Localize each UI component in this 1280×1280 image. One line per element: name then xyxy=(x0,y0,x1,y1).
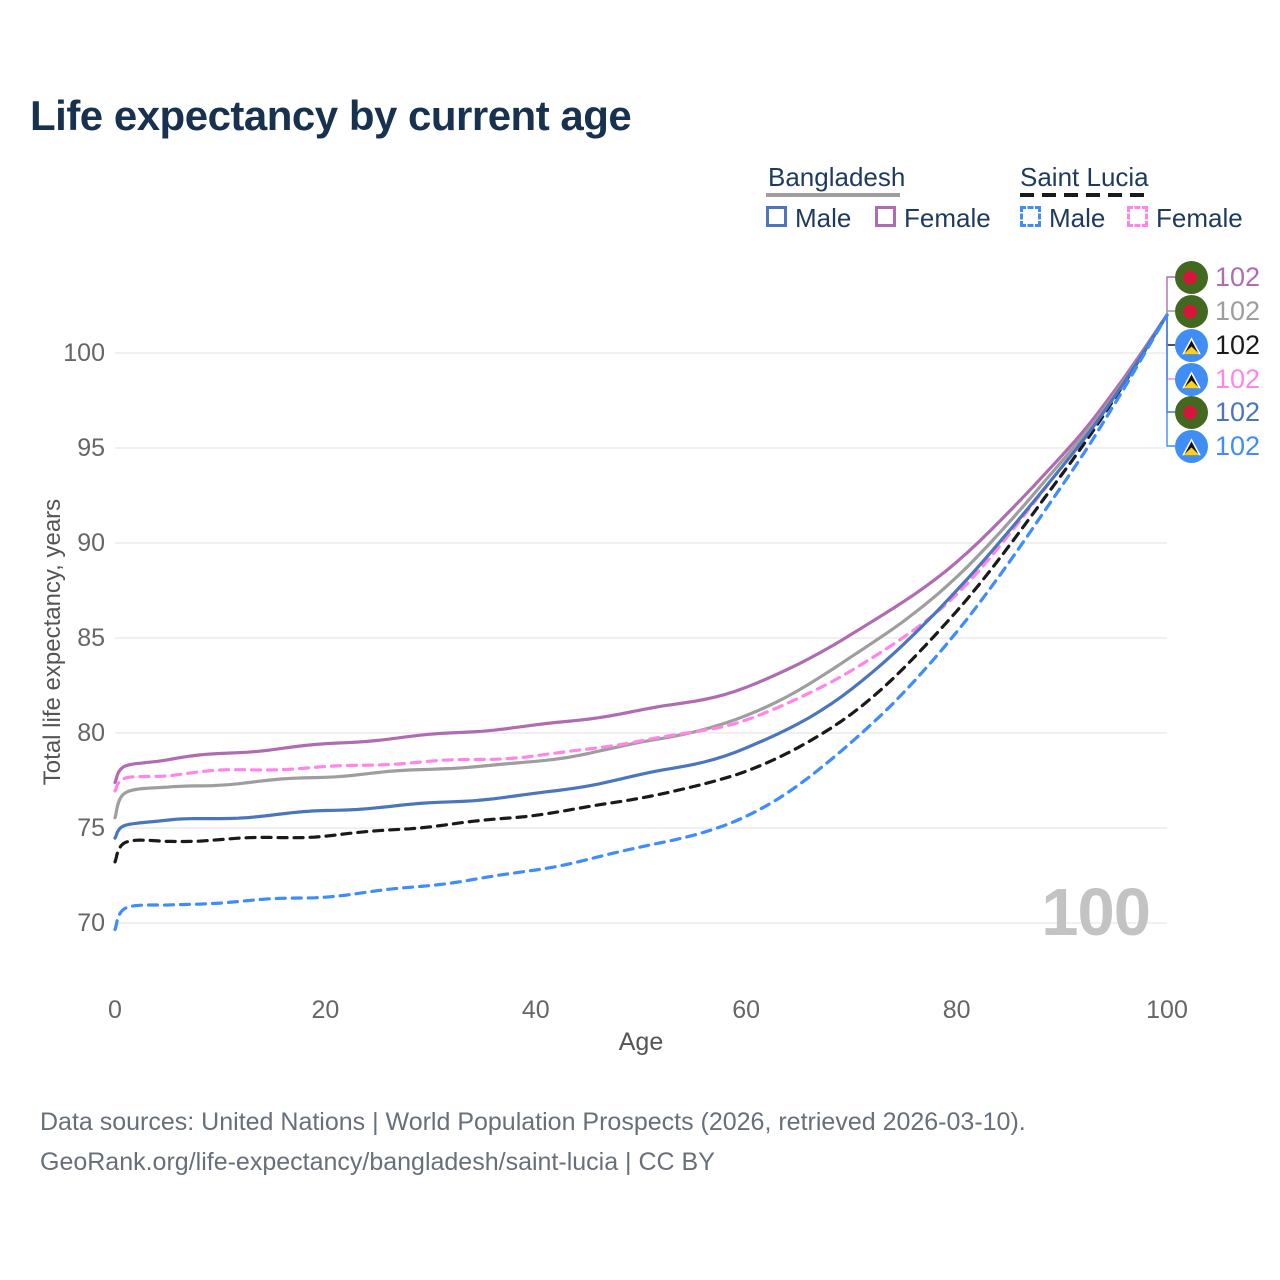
bangladesh-flag-icon xyxy=(1175,295,1208,328)
x-tick-label-40: 40 xyxy=(521,996,550,1024)
end-label-row-bangladesh-both-sexes: 102 xyxy=(1175,295,1260,328)
y-tick-label-95: 95 xyxy=(77,434,105,462)
legend-swatch-bangladesh-male[interactable] xyxy=(766,206,787,227)
end-label-leader-5 xyxy=(1166,315,1175,413)
legend-swatch-bangladesh-female[interactable] xyxy=(875,206,896,227)
x-tick-label-60: 60 xyxy=(732,996,761,1024)
legend-underline-saint-lucia xyxy=(1020,193,1145,197)
x-tick-label-20: 20 xyxy=(311,996,340,1024)
legend-label-bangladesh-male[interactable]: Male xyxy=(795,203,852,233)
bangladesh-flag-icon xyxy=(1175,396,1208,429)
end-label-value: 102 xyxy=(1215,364,1261,394)
legend-group-saint-lucia[interactable]: Saint Lucia xyxy=(1020,162,1149,192)
y-tick-label-80: 80 xyxy=(77,719,105,747)
series-line-bangladesh-both-sexes[interactable] xyxy=(113,313,1169,820)
end-label-value: 102 xyxy=(1215,330,1261,360)
saint-lucia-flag-icon xyxy=(1175,329,1208,362)
legend-swatch-saint-lucia-male[interactable] xyxy=(1020,206,1041,227)
end-label-leader-3 xyxy=(1166,315,1175,346)
y-tick-label-85: 85 xyxy=(77,624,105,652)
end-label-row-saint-lucia-both-sexes: 102 xyxy=(1175,329,1260,362)
data-sources-text: Data sources: United Nations | World Pop… xyxy=(40,1108,1026,1136)
hover-age-watermark: 100 xyxy=(1041,875,1151,950)
y-tick-label-70: 70 xyxy=(77,909,105,937)
end-label-value: 102 xyxy=(1215,262,1261,292)
x-tick-label-100: 100 xyxy=(1146,996,1188,1024)
end-label-leader-6 xyxy=(1166,315,1175,447)
legend-swatch-saint-lucia-female[interactable] xyxy=(1127,206,1148,227)
end-label-value: 102 xyxy=(1215,296,1261,326)
end-label-row-bangladesh-male: 102 xyxy=(1175,396,1260,429)
x-tick-label-80: 80 xyxy=(942,996,971,1024)
y-tick-label-75: 75 xyxy=(77,814,105,842)
series-line-bangladesh-male[interactable] xyxy=(113,313,1169,840)
end-label-value: 102 xyxy=(1215,397,1261,427)
series-line-saint-lucia-male[interactable] xyxy=(113,313,1169,932)
saint-lucia-flag-icon xyxy=(1175,363,1208,396)
series-line-saint-lucia-both-sexes[interactable] xyxy=(113,313,1169,864)
saint-lucia-flag-icon xyxy=(1175,430,1208,463)
legend-label-saint-lucia-male[interactable]: Male xyxy=(1049,203,1106,233)
end-label-value: 102 xyxy=(1215,431,1261,461)
x-tick-label-0: 0 xyxy=(108,996,122,1024)
end-label-leader-1 xyxy=(1166,276,1175,315)
legend-group-bangladesh[interactable]: Bangladesh xyxy=(768,162,906,192)
attribution-link-text: GeoRank.org/life-expectancy/bangladesh/s… xyxy=(40,1148,715,1176)
legend-underline-bangladesh xyxy=(766,193,900,197)
legend-label-saint-lucia-female[interactable]: Female xyxy=(1156,203,1243,233)
series-line-saint-lucia-female[interactable] xyxy=(113,313,1169,793)
y-tick-label-90: 90 xyxy=(77,529,105,557)
end-label-row-saint-lucia-female: 102 xyxy=(1175,363,1260,396)
series-line-bangladesh-female[interactable] xyxy=(113,313,1169,784)
end-label-row-saint-lucia-male: 102 xyxy=(1175,430,1260,463)
end-label-row-bangladesh-female: 102 xyxy=(1175,261,1260,294)
bangladesh-flag-icon xyxy=(1175,261,1208,294)
legend-label-bangladesh-female[interactable]: Female xyxy=(904,203,991,233)
end-label-leader-4 xyxy=(1166,315,1175,380)
y-tick-label-100: 100 xyxy=(63,339,105,367)
x-axis-title: Age xyxy=(618,1028,664,1056)
page-title: Life expectancy by current age xyxy=(30,92,632,139)
